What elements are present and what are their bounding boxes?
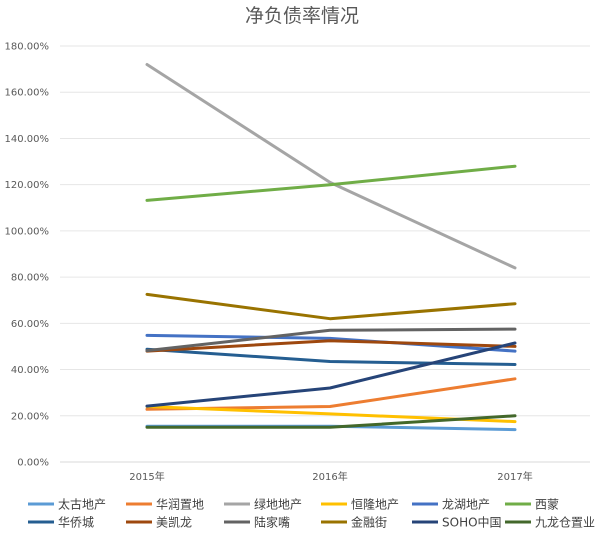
legend-item: 九龙仓置业 xyxy=(505,516,595,530)
legend-label: 恒隆地产 xyxy=(351,497,399,512)
x-axis: 2015年 2016年 2017年 xyxy=(129,470,532,483)
series-line xyxy=(145,341,517,408)
legend-label: 绿地地产 xyxy=(254,497,302,512)
legend-label: 西蒙 xyxy=(535,498,559,512)
y-tick-label: 160.00% xyxy=(5,88,50,99)
series-line xyxy=(145,347,517,366)
legend-item: SOHO中国 xyxy=(412,515,502,530)
legend-label: 金融街 xyxy=(351,515,387,530)
gridlines xyxy=(60,45,590,463)
series-line xyxy=(145,327,517,353)
legend-label: SOHO中国 xyxy=(442,515,502,530)
legend-item: 美凯龙 xyxy=(126,516,192,530)
y-tick-label: 20.00% xyxy=(11,411,49,422)
series-line xyxy=(145,414,517,429)
legend-item: 华侨城 xyxy=(28,516,94,530)
series-line xyxy=(145,164,517,202)
x-tick-label: 2015年 xyxy=(129,470,164,483)
legend-item: 金融街 xyxy=(321,515,387,530)
y-tick-label: 0.00% xyxy=(17,458,49,469)
legend-label: 龙湖地产 xyxy=(442,497,490,512)
series-lines xyxy=(145,63,517,432)
legend-label: 太古地产 xyxy=(58,497,106,512)
legend-item: 西蒙 xyxy=(505,498,559,512)
chart-title: 净负债率情况 xyxy=(245,5,359,27)
legend-item: 华润置地 xyxy=(126,498,204,512)
x-tick-label: 2016年 xyxy=(312,470,347,483)
series-line xyxy=(145,339,517,353)
legend-label: 华侨城 xyxy=(58,516,94,530)
y-axis: 0.00% 20.00% 40.00% 60.00% 80.00% 100.00% 120.… xyxy=(5,42,50,469)
legend-item: 恒隆地产 xyxy=(321,497,399,512)
series-line xyxy=(145,63,517,270)
legend-label: 华润置地 xyxy=(156,498,204,512)
y-tick-label: 40.00% xyxy=(11,365,49,376)
legend-item: 太古地产 xyxy=(28,497,106,512)
y-tick-label: 100.00% xyxy=(5,226,50,237)
x-tick-label: 2017年 xyxy=(497,470,532,483)
legend-label: 陆家嘴 xyxy=(254,515,290,530)
y-tick-label: 180.00% xyxy=(5,42,50,53)
y-tick-label: 60.00% xyxy=(11,319,49,330)
series-line xyxy=(145,333,517,353)
legend-label: 九龙仓置业 xyxy=(535,516,595,530)
y-tick-label: 140.00% xyxy=(5,134,50,145)
legend-item: 绿地地产 xyxy=(224,497,302,512)
legend-item: 陆家嘴 xyxy=(224,515,290,530)
legend-item: 龙湖地产 xyxy=(412,497,490,512)
y-tick-label: 120.00% xyxy=(5,180,50,191)
y-tick-label: 80.00% xyxy=(11,273,49,284)
series-line xyxy=(145,292,517,321)
legend-label: 美凯龙 xyxy=(156,516,192,530)
series-line xyxy=(145,377,517,411)
